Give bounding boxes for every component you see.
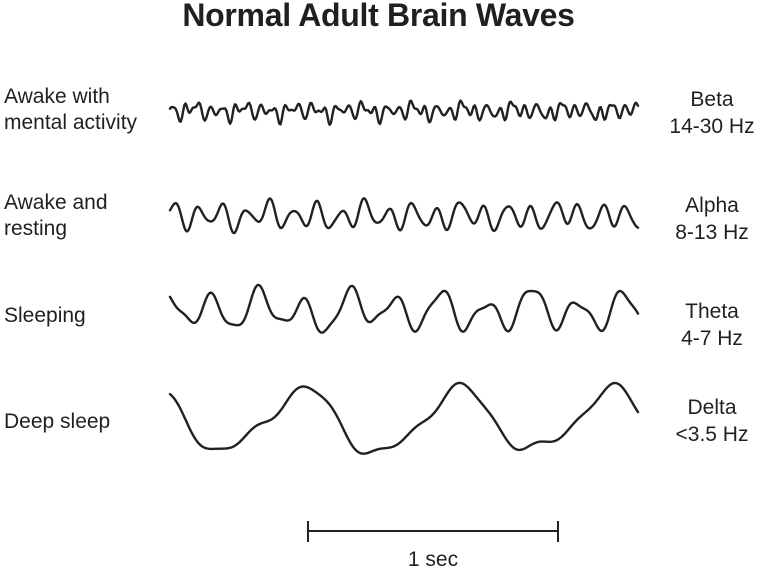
state-label-awake-mental-activity: Awake with mental activity xyxy=(4,84,137,136)
band-range-alpha: 8-13 Hz xyxy=(675,221,749,244)
theta-wave-trace xyxy=(168,283,640,334)
scale-bar-label: 1 sec xyxy=(407,548,459,571)
band-label-beta: Beta 14-30 Hz xyxy=(642,86,757,140)
band-label-theta: Theta 4-7 Hz xyxy=(642,298,757,352)
band-range-delta: <3.5 Hz xyxy=(675,423,749,446)
band-range-beta: 14-30 Hz xyxy=(669,115,755,138)
state-label-line-1: Sleeping xyxy=(4,304,86,327)
figure-title: Normal Adult Brain Waves xyxy=(182,0,575,33)
state-label-sleeping: Sleeping xyxy=(4,303,86,329)
state-label-deep-sleep: Deep sleep xyxy=(4,409,110,435)
state-label-line-1: Deep sleep xyxy=(4,410,111,433)
band-name-beta: Beta xyxy=(690,88,734,111)
delta-wave-trace xyxy=(168,381,640,455)
state-label-line-1: Awake with xyxy=(4,85,110,108)
state-label-line-2: resting xyxy=(4,217,68,240)
band-name-delta: Delta xyxy=(687,396,737,419)
state-label-line-1: Awake and xyxy=(4,191,108,214)
alpha-wave-trace xyxy=(168,197,640,235)
band-label-delta: Delta <3.5 Hz xyxy=(642,394,757,448)
band-label-alpha: Alpha 8-13 Hz xyxy=(642,192,757,246)
band-name-alpha: Alpha xyxy=(685,194,739,217)
state-label-awake-resting: Awake and resting xyxy=(4,190,108,242)
time-scale-bar xyxy=(307,521,559,542)
band-range-theta: 4-7 Hz xyxy=(681,327,743,350)
state-label-line-2: mental activity xyxy=(4,111,138,134)
band-name-theta: Theta xyxy=(685,300,739,323)
beta-wave-trace xyxy=(168,99,640,126)
